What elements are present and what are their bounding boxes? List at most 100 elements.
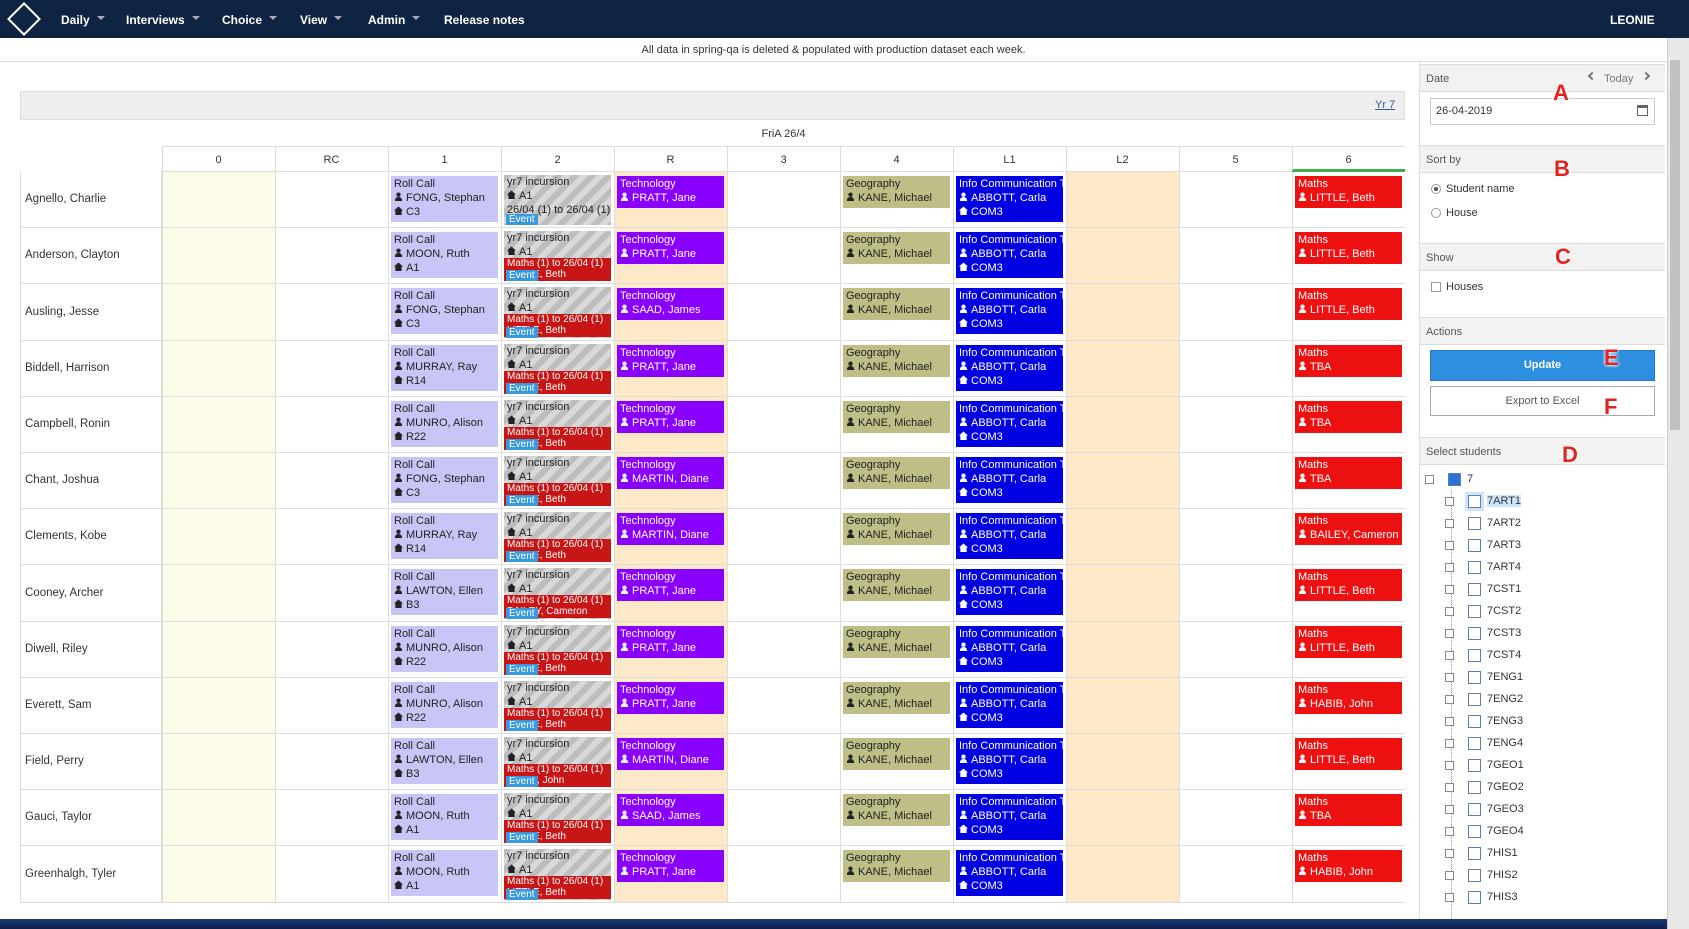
tree-expander[interactable]: [1445, 629, 1454, 638]
lesson-block[interactable]: Info Communication Tech ABBOTT, Carla COM3: [956, 569, 1083, 616]
tree-checkbox[interactable]: [1468, 847, 1481, 860]
lesson-block[interactable]: Technology MARTIN, Diane: [617, 457, 724, 489]
lesson-block[interactable]: Maths LITTLE, Beth: [1295, 176, 1402, 208]
tree-checkbox[interactable]: [1468, 781, 1481, 794]
lesson-block[interactable]: Maths TBA: [1295, 457, 1402, 489]
lesson-block[interactable]: Geography KANE, Michael: [843, 681, 950, 714]
tree-expander[interactable]: [1445, 827, 1454, 836]
lesson-block[interactable]: Technology PRATT, Jane: [617, 681, 724, 714]
tree-expander[interactable]: [1445, 541, 1454, 550]
lesson-block[interactable]: Roll Call MOON, Ruth A1: [391, 794, 498, 841]
tree-checkbox[interactable]: [1468, 517, 1481, 530]
tree-expander[interactable]: [1445, 893, 1454, 902]
tree-checkbox[interactable]: [1468, 803, 1481, 816]
lesson-block[interactable]: Info Communication Tech ABBOTT, Carla COM3: [956, 850, 1083, 897]
tree-label[interactable]: 7CST4: [1487, 649, 1522, 661]
lesson-block[interactable]: Geography KANE, Michael: [843, 176, 950, 208]
lesson-block[interactable]: Maths TBA: [1295, 794, 1402, 827]
tree-label[interactable]: 7GEO4: [1487, 825, 1524, 837]
lesson-block[interactable]: Roll Call MUNRO, Alison R22: [391, 625, 498, 672]
lesson-block[interactable]: Maths TBA: [1295, 344, 1402, 377]
lesson-block[interactable]: Maths HABIB, John: [1295, 850, 1402, 883]
lesson-block[interactable]: Maths LITTLE, Beth: [1295, 569, 1402, 602]
lesson-block[interactable]: Info Communication Tech ABBOTT, Carla COM3: [956, 457, 1083, 503]
lesson-block[interactable]: Info Communication Tech ABBOTT, Carla COM3: [956, 288, 1083, 335]
event-badge[interactable]: Event: [506, 663, 538, 675]
tree-expander[interactable]: [1445, 673, 1454, 682]
lesson-block[interactable]: Technology PRATT, Jane: [617, 850, 724, 883]
lesson-block[interactable]: Roll Call LAWTON, Ellen B3: [391, 738, 498, 784]
tree-expander[interactable]: [1445, 563, 1454, 572]
lesson-block[interactable]: Maths LITTLE, Beth: [1295, 625, 1402, 658]
tree-label[interactable]: 7HIS2: [1487, 869, 1518, 881]
lesson-block[interactable]: Roll Call MURRAY, Ray R14: [391, 344, 498, 391]
event-badge[interactable]: Event: [506, 607, 538, 619]
tree-label[interactable]: 7HIS1: [1487, 847, 1518, 859]
event-badge[interactable]: Event: [506, 719, 538, 731]
tree-label[interactable]: 7ENG2: [1487, 693, 1524, 705]
lesson-block[interactable]: Roll Call MUNRO, Alison R22: [391, 681, 498, 728]
lesson-block[interactable]: Roll Call MOON, Ruth A1: [391, 850, 498, 897]
lesson-block[interactable]: Technology PRATT, Jane: [617, 176, 724, 208]
tree-label[interactable]: 7GEO2: [1487, 781, 1524, 793]
tree-label[interactable]: 7CST3: [1487, 627, 1522, 639]
tree-expander[interactable]: [1445, 717, 1454, 726]
event-badge[interactable]: Event: [506, 888, 538, 900]
lesson-block[interactable]: Geography KANE, Michael: [843, 232, 950, 265]
tree-expander[interactable]: [1445, 651, 1454, 660]
update-button[interactable]: [1430, 350, 1655, 381]
tree-label[interactable]: 7ENG3: [1487, 715, 1524, 727]
tree-checkbox[interactable]: [1468, 737, 1481, 750]
lesson-block[interactable]: Maths LITTLE, Beth: [1295, 288, 1402, 321]
tree-checkbox[interactable]: [1468, 759, 1481, 772]
event-badge[interactable]: Event: [506, 326, 538, 338]
tree-checkbox[interactable]: [1468, 891, 1481, 904]
checkbox[interactable]: [1431, 282, 1441, 292]
lesson-block[interactable]: Roll Call FONG, Stephan C3: [391, 457, 498, 503]
tree-label[interactable]: 7GEO3: [1487, 803, 1524, 815]
export-button[interactable]: [1430, 386, 1655, 416]
event-badge[interactable]: Event: [506, 776, 538, 788]
tree-label[interactable]: 7CST1: [1487, 583, 1522, 595]
tree-expander[interactable]: [1445, 585, 1454, 594]
tree-label[interactable]: 7ART1: [1487, 495, 1522, 507]
tree-label[interactable]: 7ENG4: [1487, 737, 1524, 749]
lesson-block[interactable]: Technology SAAD, James: [617, 288, 724, 321]
lesson-block[interactable]: Technology PRATT, Jane: [617, 344, 724, 377]
tree-checkbox[interactable]: [1448, 473, 1461, 486]
nav-item[interactable]: Interviews: [126, 13, 200, 27]
lesson-block[interactable]: Info Communication Tech ABBOTT, Carla COM3: [956, 176, 1083, 222]
lesson-block[interactable]: Roll Call MOON, Ruth A1: [391, 232, 498, 279]
tree-checkbox[interactable]: [1468, 605, 1481, 618]
lesson-block[interactable]: Technology SAAD, James: [617, 794, 724, 827]
event-badge[interactable]: Event: [506, 832, 538, 844]
tree-checkbox[interactable]: [1468, 671, 1481, 684]
tree-checkbox[interactable]: [1468, 825, 1481, 838]
tree-expander[interactable]: [1445, 783, 1454, 792]
lesson-block[interactable]: Geography KANE, Michael: [843, 794, 950, 827]
nav-item[interactable]: Release notes: [444, 13, 525, 27]
lesson-block[interactable]: Roll Call MURRAY, Ray R14: [391, 513, 498, 560]
lesson-block[interactable]: Maths TBA: [1295, 400, 1402, 433]
tree-checkbox[interactable]: [1468, 693, 1481, 706]
lesson-block[interactable]: Roll Call FONG, Stephan C3: [391, 176, 498, 222]
lesson-block[interactable]: Info Communication Tech ABBOTT, Carla COM3: [956, 681, 1083, 728]
lesson-block[interactable]: Roll Call LAWTON, Ellen B3: [391, 569, 498, 616]
tree-expander[interactable]: [1425, 475, 1434, 484]
lesson-block[interactable]: Geography KANE, Michael: [843, 625, 950, 658]
radio[interactable]: [1431, 208, 1441, 218]
lesson-block[interactable]: Technology PRATT, Jane: [617, 232, 724, 265]
event-badge[interactable]: Event: [506, 214, 538, 226]
lesson-block[interactable]: Technology PRATT, Jane: [617, 625, 724, 658]
lesson-block[interactable]: Technology MARTIN, Diane: [617, 738, 724, 770]
tree-label[interactable]: 7ART3: [1487, 539, 1522, 551]
lesson-block[interactable]: Info Communication Tech ABBOTT, Carla COM3: [956, 344, 1083, 391]
event-badge[interactable]: Event: [506, 438, 538, 450]
tree-expander[interactable]: [1445, 849, 1454, 858]
tree-checkbox[interactable]: [1468, 583, 1481, 596]
lesson-block[interactable]: Geography KANE, Michael: [843, 288, 950, 321]
tree-label[interactable]: 7: [1467, 473, 1474, 485]
tree-label[interactable]: 7CST2: [1487, 605, 1522, 617]
lesson-block[interactable]: Info Communication Tech ABBOTT, Carla COM3: [956, 625, 1083, 672]
tree-label[interactable]: 7ENG1: [1487, 671, 1524, 683]
